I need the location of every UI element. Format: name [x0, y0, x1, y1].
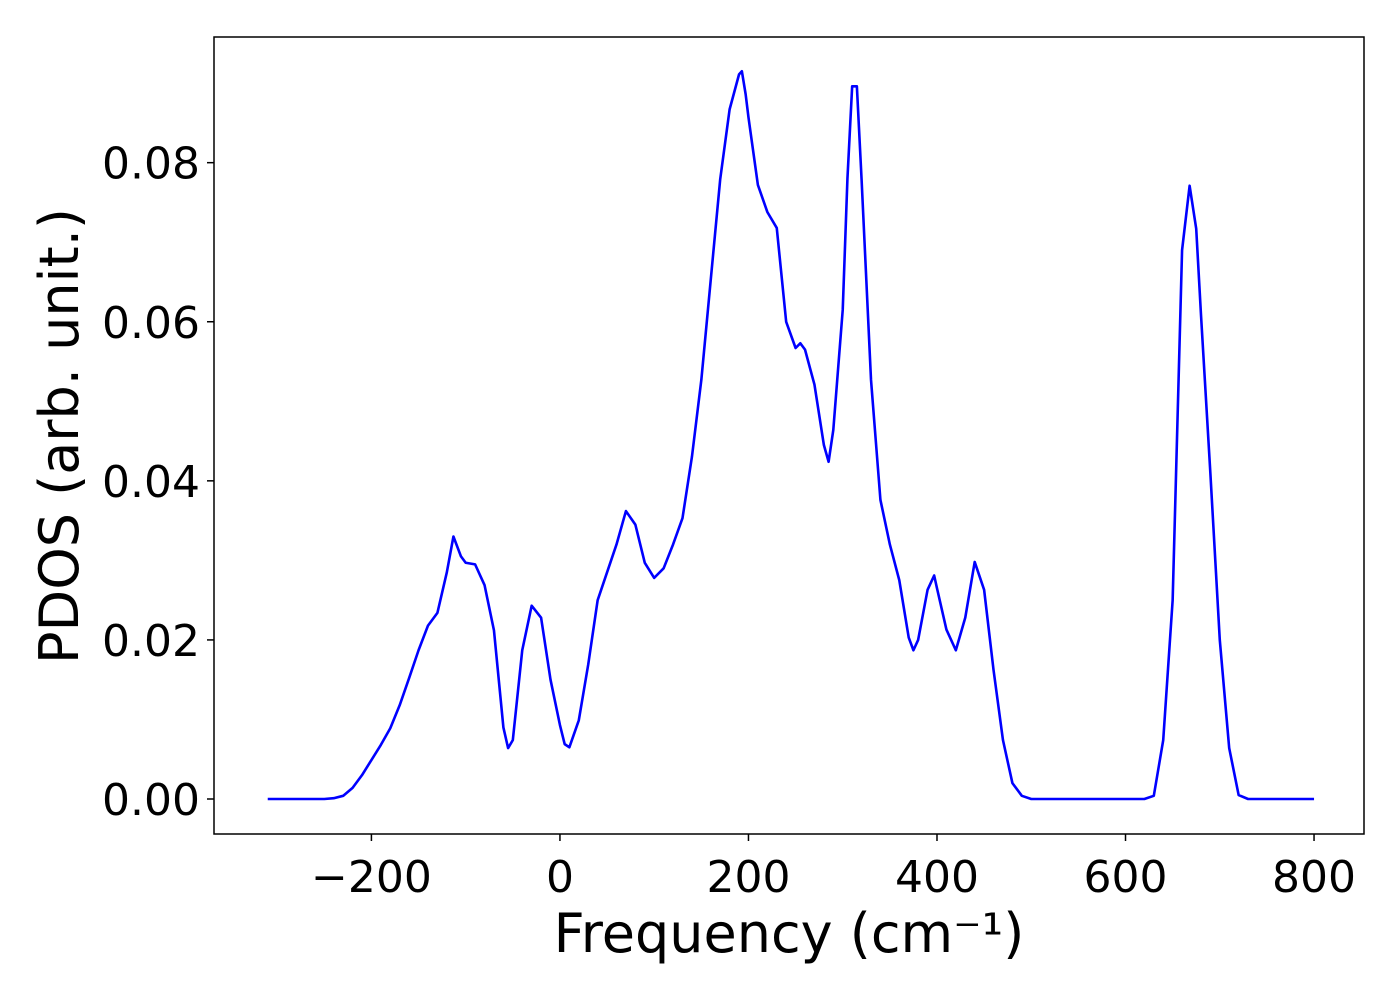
x-axis-label: Frequency (cm⁻¹) — [554, 902, 1025, 965]
x-tick-label: −200 — [311, 852, 432, 903]
plot-frame — [213, 36, 1365, 835]
x-tick-label: 600 — [1084, 852, 1168, 903]
y-tick-label: 0.00 — [102, 775, 200, 826]
y-tick-label: 0.08 — [102, 139, 200, 190]
y-tick-label: 0.06 — [102, 298, 200, 349]
y-tick-label: 0.04 — [102, 457, 200, 508]
x-tick-label: 400 — [895, 852, 979, 903]
x-tick-label: 0 — [546, 852, 574, 903]
y-axis-label: PDOS (arb. unit.) — [28, 208, 91, 664]
x-tick-label: 200 — [706, 852, 790, 903]
pdos-line — [267, 69, 1315, 801]
y-tick-label: 0.02 — [102, 616, 200, 667]
x-tick-label: 800 — [1272, 852, 1356, 903]
